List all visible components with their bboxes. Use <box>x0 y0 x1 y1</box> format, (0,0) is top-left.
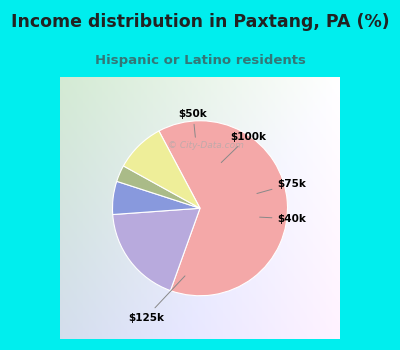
Text: $40k: $40k <box>260 214 306 224</box>
Text: $100k: $100k <box>221 132 266 162</box>
Text: $75k: $75k <box>257 179 306 194</box>
Text: Hispanic or Latino residents: Hispanic or Latino residents <box>94 54 306 66</box>
Wedge shape <box>117 166 200 208</box>
Wedge shape <box>159 121 288 296</box>
Wedge shape <box>112 181 200 215</box>
Text: Income distribution in Paxtang, PA (%): Income distribution in Paxtang, PA (%) <box>11 13 389 30</box>
Wedge shape <box>113 208 200 290</box>
Text: $125k: $125k <box>128 276 185 323</box>
Wedge shape <box>124 131 200 208</box>
Text: © City-Data.com: © City-Data.com <box>168 141 244 150</box>
Text: $50k: $50k <box>179 109 207 137</box>
